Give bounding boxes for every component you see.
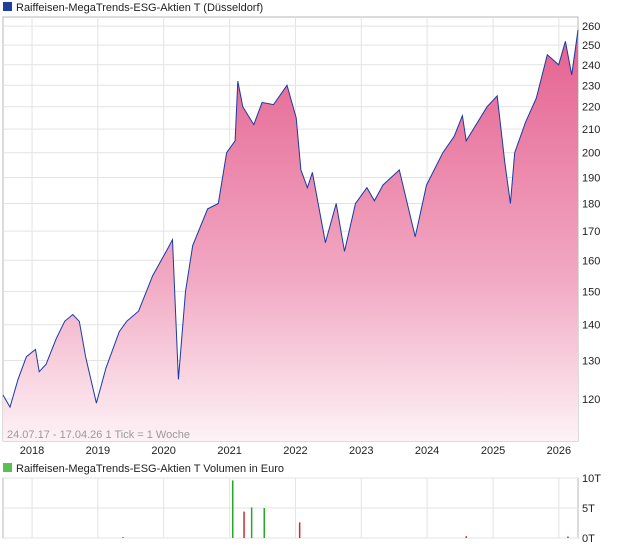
- price-y-tick-label: 160: [582, 255, 600, 267]
- volume-bar: [567, 536, 569, 538]
- volume-bar: [232, 480, 234, 538]
- price-x-tick-label: 2019: [86, 445, 110, 457]
- price-y-tick-label: 190: [582, 172, 600, 184]
- price-x-tick-label: 2021: [217, 445, 241, 457]
- volume-legend-swatch: [3, 463, 12, 472]
- price-y-tick-label: 210: [582, 124, 600, 136]
- price-y-tick-label: 170: [582, 226, 600, 238]
- price-y-tick-label: 260: [582, 21, 600, 33]
- price-x-tick-label: 2023: [349, 445, 373, 457]
- price-y-tick-label: 200: [582, 148, 600, 160]
- price-area: [3, 29, 578, 442]
- volume-bar: [263, 508, 265, 538]
- volume-y-axis: 10T 5T 0T: [582, 473, 601, 545]
- price-y-tick-label: 250: [582, 40, 600, 52]
- price-y-tick-label: 230: [582, 80, 600, 92]
- volume-y-tick-label: 10T: [582, 473, 601, 485]
- price-y-tick-label: 120: [582, 394, 600, 406]
- price-y-tick-label: 140: [582, 320, 600, 332]
- price-line: [2, 29, 579, 409]
- volume-bar: [243, 511, 245, 538]
- volume-bar: [122, 537, 124, 538]
- price-y-tick-label: 220: [582, 102, 600, 114]
- volume-y-tick-label: 5T: [582, 503, 595, 515]
- volume-legend-label: Raiffeisen-MegaTrends-ESG-Aktien T Volum…: [16, 463, 284, 475]
- price-x-tick-label: 2024: [415, 445, 439, 457]
- price-x-tick-label: 2026: [547, 445, 571, 457]
- price-legend-swatch: [3, 2, 12, 11]
- price-x-tick-label: 2020: [151, 445, 175, 457]
- volume-grid: [3, 477, 578, 539]
- price-y-axis: 120 130 140 150 160 170 180 190 200 210 220 230 240 2…: [582, 21, 600, 406]
- price-y-tick-label: 180: [582, 199, 600, 211]
- price-y-tick-label: 150: [582, 286, 600, 298]
- volume-bar: [465, 536, 467, 538]
- price-legend-label: Raiffeisen-MegaTrends-ESG-Aktien T (Düss…: [16, 2, 263, 14]
- price-x-tick-label: 2025: [481, 445, 505, 457]
- volume-bar: [298, 522, 301, 538]
- volume-bars: [122, 480, 569, 538]
- volume-bar: [250, 507, 253, 538]
- price-period-info: 24.07.17 - 17.04.26 1 Tick = 1 Woche: [7, 429, 190, 441]
- price-y-tick-label: 240: [582, 60, 600, 72]
- price-x-tick-label: 2018: [20, 445, 44, 457]
- volume-y-tick-label: 0T: [582, 533, 595, 545]
- price-x-tick-label: 2022: [283, 445, 307, 457]
- price-y-tick-label: 130: [582, 355, 600, 367]
- price-x-axis: 2018 2019 2020 2021 2022 2023 2024 2025 2026: [20, 445, 571, 457]
